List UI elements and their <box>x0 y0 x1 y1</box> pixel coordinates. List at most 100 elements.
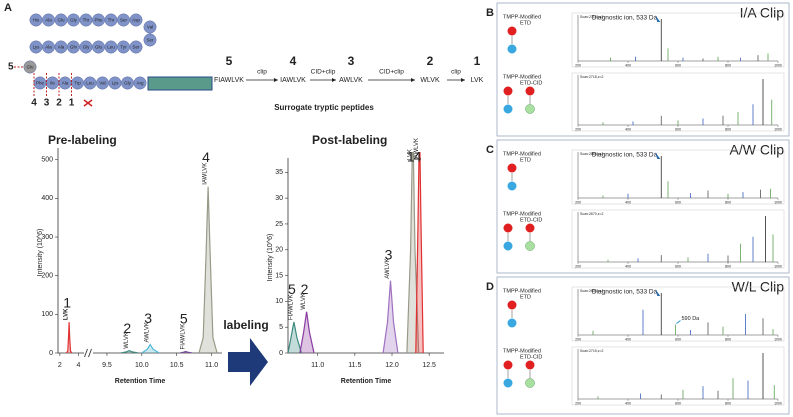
spectrum-frame <box>571 12 785 68</box>
scissors <box>83 99 93 107</box>
x-tick-label: 4 <box>76 362 80 369</box>
x-tick-label: 600 <box>675 127 681 131</box>
peptide-label: WLVK <box>301 293 307 310</box>
x-tick-label: 800 <box>725 63 731 67</box>
y-tick-label: 10 <box>275 298 283 305</box>
spectrum-frame <box>571 209 785 269</box>
x-tick-label: 400 <box>625 337 631 341</box>
x-tick-label: 600 <box>675 200 681 204</box>
residue-label: Val <box>147 25 153 30</box>
scheme-caption: Surrogate tryptic peptides <box>274 103 374 112</box>
x-tick-label: 200 <box>575 127 581 131</box>
peptide-label: LVK <box>407 149 413 160</box>
peptide-label: FIAWLVK <box>289 294 295 320</box>
arrow-label: clip <box>257 69 267 76</box>
mode-label: ETD-CID <box>520 354 542 360</box>
x-tick-label: 1000 <box>774 200 782 204</box>
peptide-label: LVK <box>64 308 70 320</box>
mode-label: ETD <box>520 20 531 26</box>
y-tick-label: 400 <box>41 195 53 202</box>
y-tick-label: 300 <box>41 234 53 241</box>
x-tick-label: 600 <box>675 264 681 268</box>
peak-number: 2 <box>301 281 309 297</box>
residue <box>23 60 37 74</box>
mode-label: TMPP-Modified <box>503 288 541 294</box>
labeling-text: labeling <box>223 318 268 332</box>
step-number: 2 <box>427 54 434 68</box>
y-tick-label: 500 <box>41 157 53 164</box>
annotation-arrow <box>655 152 661 159</box>
fragment-icon <box>525 104 535 114</box>
residue-label: Leu <box>86 81 94 86</box>
residue-label: Lys <box>33 45 41 50</box>
annotation-arrow <box>655 15 661 22</box>
mode-label: TMPP-Modified <box>503 151 541 157</box>
peak-trace <box>141 343 160 353</box>
peptide-label: AWLVK <box>145 322 151 342</box>
x-tick-label: 12.5 <box>422 362 436 369</box>
spectrum-frame <box>571 72 785 132</box>
peak-number: 3 <box>144 310 152 326</box>
peak-trace <box>198 186 218 353</box>
y-tick-label: 25 <box>275 221 283 228</box>
y-tick-label: 20 <box>275 247 283 254</box>
terminus-box <box>147 76 213 91</box>
etd-icon <box>507 181 517 191</box>
x-tick-label: 11.5 <box>348 362 361 369</box>
arrow-head <box>461 78 465 82</box>
residue-label: Phe <box>36 81 45 86</box>
x-tick-label: 200 <box>575 401 581 405</box>
step-peptide: FIAWLVK <box>214 77 244 84</box>
peak-number: 3 <box>385 246 393 262</box>
fragment-icon <box>525 223 535 233</box>
step-peptide: LVK <box>471 77 484 84</box>
fragment-icon <box>503 241 513 251</box>
annotation-arrow <box>655 289 661 296</box>
step-peptide: WLVK <box>420 77 440 84</box>
peptide-label: AWLVK <box>385 258 391 278</box>
x-tick-label: 9.5 <box>102 362 112 369</box>
spectrum-frame <box>571 149 785 205</box>
clip-title: W/L Clip <box>732 279 785 295</box>
marker: 4 <box>31 98 37 109</box>
y-tick-label: 35 <box>275 169 283 176</box>
marker: 1 <box>69 98 75 109</box>
x-tick-label: 600 <box>675 337 681 341</box>
y-tick-label: 15 <box>275 272 283 279</box>
arrow-head <box>274 78 278 82</box>
fragment-icon <box>503 378 513 388</box>
x-tick-label: 400 <box>625 127 631 131</box>
peak-number: 2 <box>123 320 131 336</box>
step-peptide: AWLVK <box>339 77 363 84</box>
residue-label: Gly <box>83 45 91 50</box>
y-tick-label: 0 <box>279 350 283 357</box>
residue-label: Ser <box>146 38 154 43</box>
peak-trace <box>299 311 315 353</box>
residue <box>29 40 43 54</box>
residue-label: Phe <box>94 18 103 23</box>
x-tick-label: 10.0 <box>135 362 149 369</box>
annotation: Diagnostic ion, 533 Da <box>592 289 658 296</box>
marker: 2 <box>56 98 62 109</box>
peptide-label: WLVK <box>124 332 130 349</box>
residue-label: Asp <box>132 18 140 23</box>
x-tick-label: 1000 <box>774 264 782 268</box>
residue <box>133 76 147 90</box>
fragment-icon <box>503 360 513 370</box>
residue <box>143 20 157 34</box>
annotation: Diagnostic ion, 533 Da <box>592 15 658 22</box>
residue-label: Ala <box>62 81 69 86</box>
x-tick-label: 400 <box>625 63 631 67</box>
residue-label: Glu <box>26 65 34 70</box>
residue-label: Thr <box>83 18 90 23</box>
peak-number: 5 <box>288 281 296 297</box>
step-peptide: IAWLVK <box>280 77 306 84</box>
x-tick-label: 200 <box>575 200 581 204</box>
peak-number: 4 <box>202 149 210 165</box>
residue-label: Val <box>99 81 105 86</box>
x-tick-label: 400 <box>625 401 631 405</box>
peak-trace <box>65 322 73 353</box>
mode-label: TMPP-Modified <box>503 74 541 80</box>
mode-label: ETD-CID <box>520 217 542 223</box>
